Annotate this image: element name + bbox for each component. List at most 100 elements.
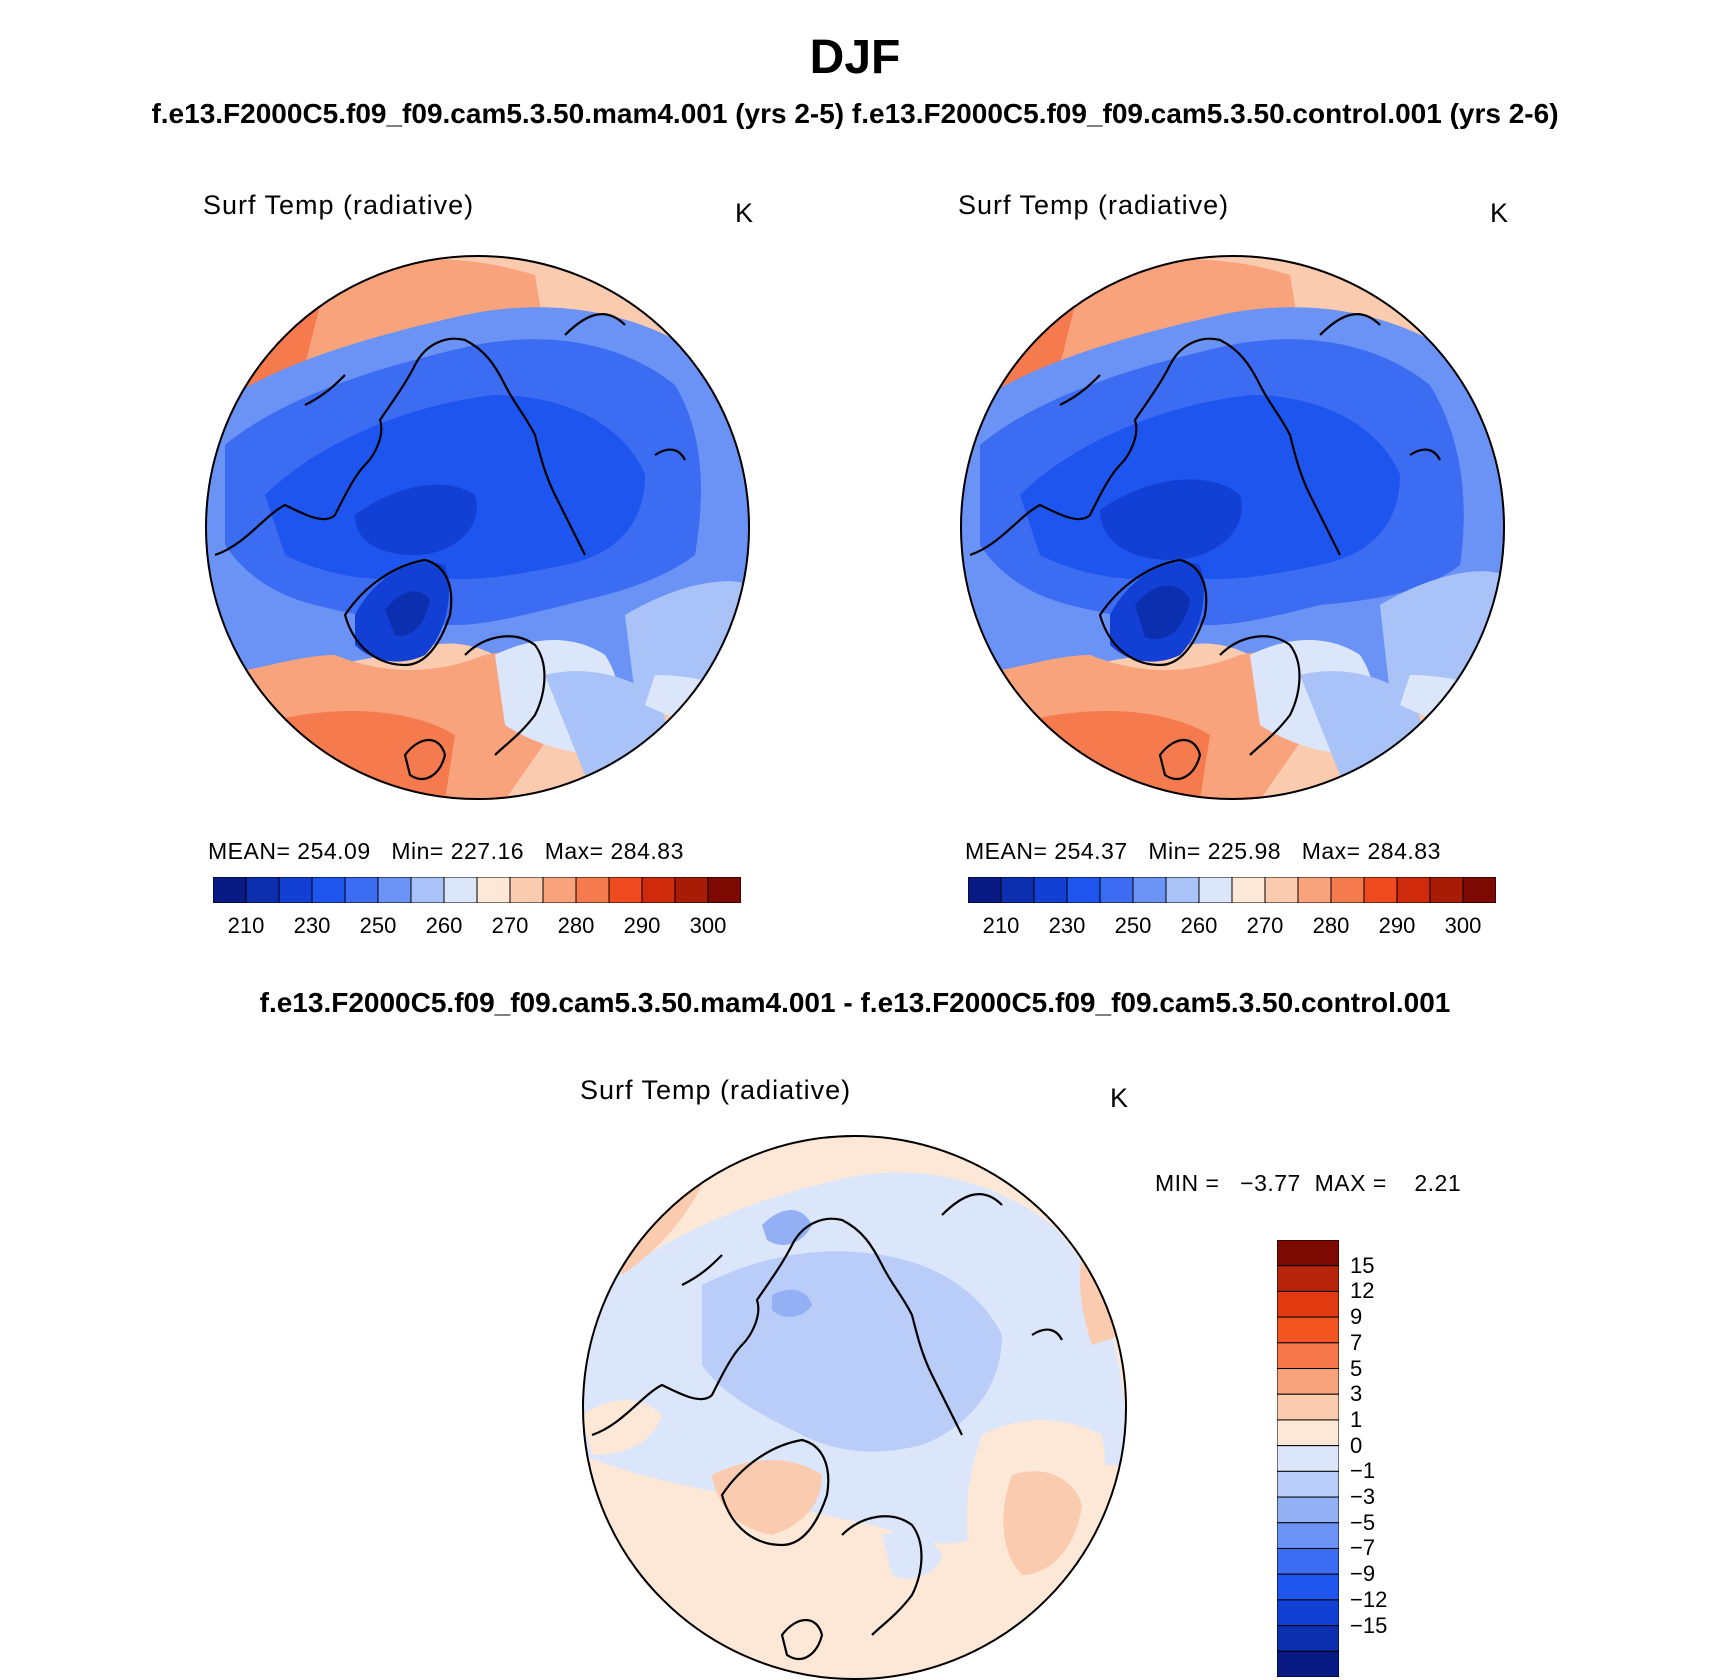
panel1-colorbar [213, 877, 741, 903]
panel1-colorbar-tick-label: 300 [689, 913, 727, 938]
panel2-colorbar-swatch-0 [968, 877, 1002, 903]
panel2-colorbar-swatch-11 [1330, 877, 1365, 903]
panel2-max-label: Max= [1301, 838, 1361, 864]
panel2-min-label: Min= [1148, 838, 1201, 864]
diff-colorbar-tick-label: 12 [1350, 1278, 1375, 1304]
diff-colorbar-swatch-12 [1277, 1547, 1339, 1575]
diff-colorbar-tick-label: −5 [1350, 1509, 1376, 1535]
diff-colorbar-swatch-2 [1277, 1290, 1339, 1318]
diff-colorbar-swatch-5 [1277, 1368, 1339, 1395]
diff-colorbar-tick-label: −1 [1350, 1458, 1376, 1484]
diff-max-value: 2.21 [1414, 1170, 1462, 1196]
diff-colorbar-tick-label: −9 [1350, 1561, 1376, 1587]
diff-min-label: MIN = [1155, 1170, 1220, 1196]
diff-colorbar-labels: 15 12 9 7 5 3 1 0 −1 −3 −5 −7 −9 −12 −15 [1350, 1240, 1420, 1677]
diff-colorbar [1277, 1240, 1339, 1677]
panel2-colorbar-swatch-15 [1462, 877, 1496, 903]
panel1-max-value: 284.83 [610, 838, 684, 864]
diff-colorbar-swatch-15 [1277, 1625, 1339, 1652]
panel1-colorbar-swatch-4 [344, 877, 379, 903]
runs-title: f.e13.F2000C5.f09_f09.cam5.3.50.mam4.001… [151, 98, 1559, 129]
diff-colorbar-tick-label: −12 [1350, 1586, 1388, 1612]
panel1-min-value: 227.16 [450, 838, 525, 864]
diff-colorbar-swatch-16 [1277, 1650, 1339, 1677]
diff-variable-label: Surf Temp (radiative) [580, 1075, 852, 1105]
panel2-mean-label: MEAN= [965, 838, 1048, 864]
panel2-colorbar-swatch-4 [1099, 877, 1134, 903]
panel1-colorbar-swatch-6 [410, 877, 445, 903]
panel2-colorbar-swatch-8 [1231, 877, 1266, 903]
panel1-colorbar-labels: 210 230 250 260 270 280 290 300 [213, 913, 741, 943]
panel1-max-label: Max= [544, 838, 604, 864]
diff-colorbar-tick-label: 15 [1350, 1252, 1375, 1278]
panel2-colorbar-swatch-6 [1165, 877, 1200, 903]
panel2-map-border [960, 255, 1505, 800]
panel1-colorbar-swatch-1 [245, 877, 280, 903]
panel1-colorbar-tick-label: 280 [557, 913, 595, 938]
panel2-colorbar-swatch-10 [1297, 877, 1332, 903]
diff-colorbar-tick-label: 3 [1350, 1381, 1363, 1407]
diff-stats: MIN = −3.77 MAX = 2.21 [1155, 1170, 1461, 1197]
panel1-polar-map [205, 255, 750, 800]
panel2-polar-map [960, 255, 1505, 800]
panel2-colorbar-tick-label: 300 [1444, 913, 1482, 938]
panel1-map-border [205, 255, 750, 800]
panel2-colorbar [968, 877, 1496, 903]
diff-max-label: MAX = [1314, 1170, 1387, 1196]
panel2-min-value: 225.98 [1207, 838, 1282, 864]
panel2-colorbar-tick-label: 290 [1378, 913, 1416, 938]
diff-colorbar-tick-label: 9 [1350, 1304, 1363, 1330]
diff-min-value: −3.77 [1240, 1170, 1301, 1196]
diff-colorbar-tick-label: −3 [1350, 1484, 1376, 1510]
panel2-colorbar-tick-label: 270 [1246, 913, 1284, 938]
diff-colorbar-swatch-13 [1277, 1573, 1339, 1601]
diff-colorbar-swatch-3 [1277, 1316, 1339, 1344]
panel1-min-label: Min= [391, 838, 444, 864]
panel2-colorbar-tick-label: 210 [982, 913, 1020, 938]
diff-colorbar-swatch-14 [1277, 1599, 1339, 1627]
diff-colorbar-swatch-9 [1277, 1470, 1339, 1498]
panel2-colorbar-swatch-2 [1033, 877, 1068, 903]
diff-polar-map [582, 1135, 1127, 1680]
diff-colorbar-tick-label: 1 [1350, 1406, 1363, 1432]
panel2-mean-value: 254.37 [1054, 838, 1128, 864]
panel2-colorbar-tick-label: 250 [1114, 913, 1152, 938]
panel2-colorbar-swatch-7 [1198, 877, 1233, 903]
diff-colorbar-tick-label: 7 [1350, 1329, 1363, 1355]
diff-colorbar-swatch-0 [1277, 1240, 1339, 1267]
panel2-variable-label: Surf Temp (radiative) [958, 190, 1230, 220]
panel1-colorbar-tick-label: 250 [359, 913, 397, 938]
diff-colorbar-swatch-11 [1277, 1522, 1339, 1549]
figure-title: DJF [809, 31, 901, 84]
panel2-colorbar-tick-label: 260 [1180, 913, 1218, 938]
panel1-variable-label: Surf Temp (radiative) [203, 190, 475, 220]
panel2-colorbar-swatch-5 [1132, 877, 1167, 903]
panel2-colorbar-swatch-3 [1066, 877, 1101, 903]
panel1-colorbar-swatch-15 [707, 877, 741, 903]
diff-title: f.e13.F2000C5.f09_f09.cam5.3.50.mam4.001… [259, 987, 1451, 1018]
panel2-colorbar-tick-label: 280 [1312, 913, 1350, 938]
panel2-max-value: 284.83 [1367, 838, 1441, 864]
diff-units-label: K [1110, 1083, 1130, 1113]
diff-colorbar-swatch-8 [1277, 1445, 1339, 1472]
panel2-colorbar-swatch-12 [1363, 877, 1398, 903]
panel2-colorbar-swatch-14 [1429, 877, 1464, 903]
diff-colorbar-swatch-10 [1277, 1496, 1339, 1524]
diff-colorbar-tick-label: 5 [1350, 1355, 1363, 1381]
diff-colorbar-tick-label: 0 [1350, 1432, 1363, 1458]
panel2-colorbar-swatch-1 [1000, 877, 1035, 903]
panel2-colorbar-tick-label: 230 [1048, 913, 1086, 938]
panel2-colorbar-labels: 210 230 250 260 270 280 290 300 [968, 913, 1496, 943]
panel2-colorbar-swatch-13 [1396, 877, 1431, 903]
panel1-colorbar-swatch-2 [278, 877, 313, 903]
panel1-colorbar-swatch-12 [608, 877, 643, 903]
diff-colorbar-swatch-1 [1277, 1265, 1339, 1292]
panel1-colorbar-tick-label: 210 [227, 913, 265, 938]
panel1-colorbar-tick-label: 290 [623, 913, 661, 938]
panel1-units-label: K [735, 198, 755, 228]
panel2-stats: MEAN= 254.37 Min= 225.98 Max= 284.83 [965, 838, 1441, 865]
panel1-colorbar-tick-label: 260 [425, 913, 463, 938]
diff-map-border [582, 1135, 1127, 1680]
panel1-colorbar-swatch-11 [575, 877, 610, 903]
panel1-mean-value: 254.09 [297, 838, 371, 864]
